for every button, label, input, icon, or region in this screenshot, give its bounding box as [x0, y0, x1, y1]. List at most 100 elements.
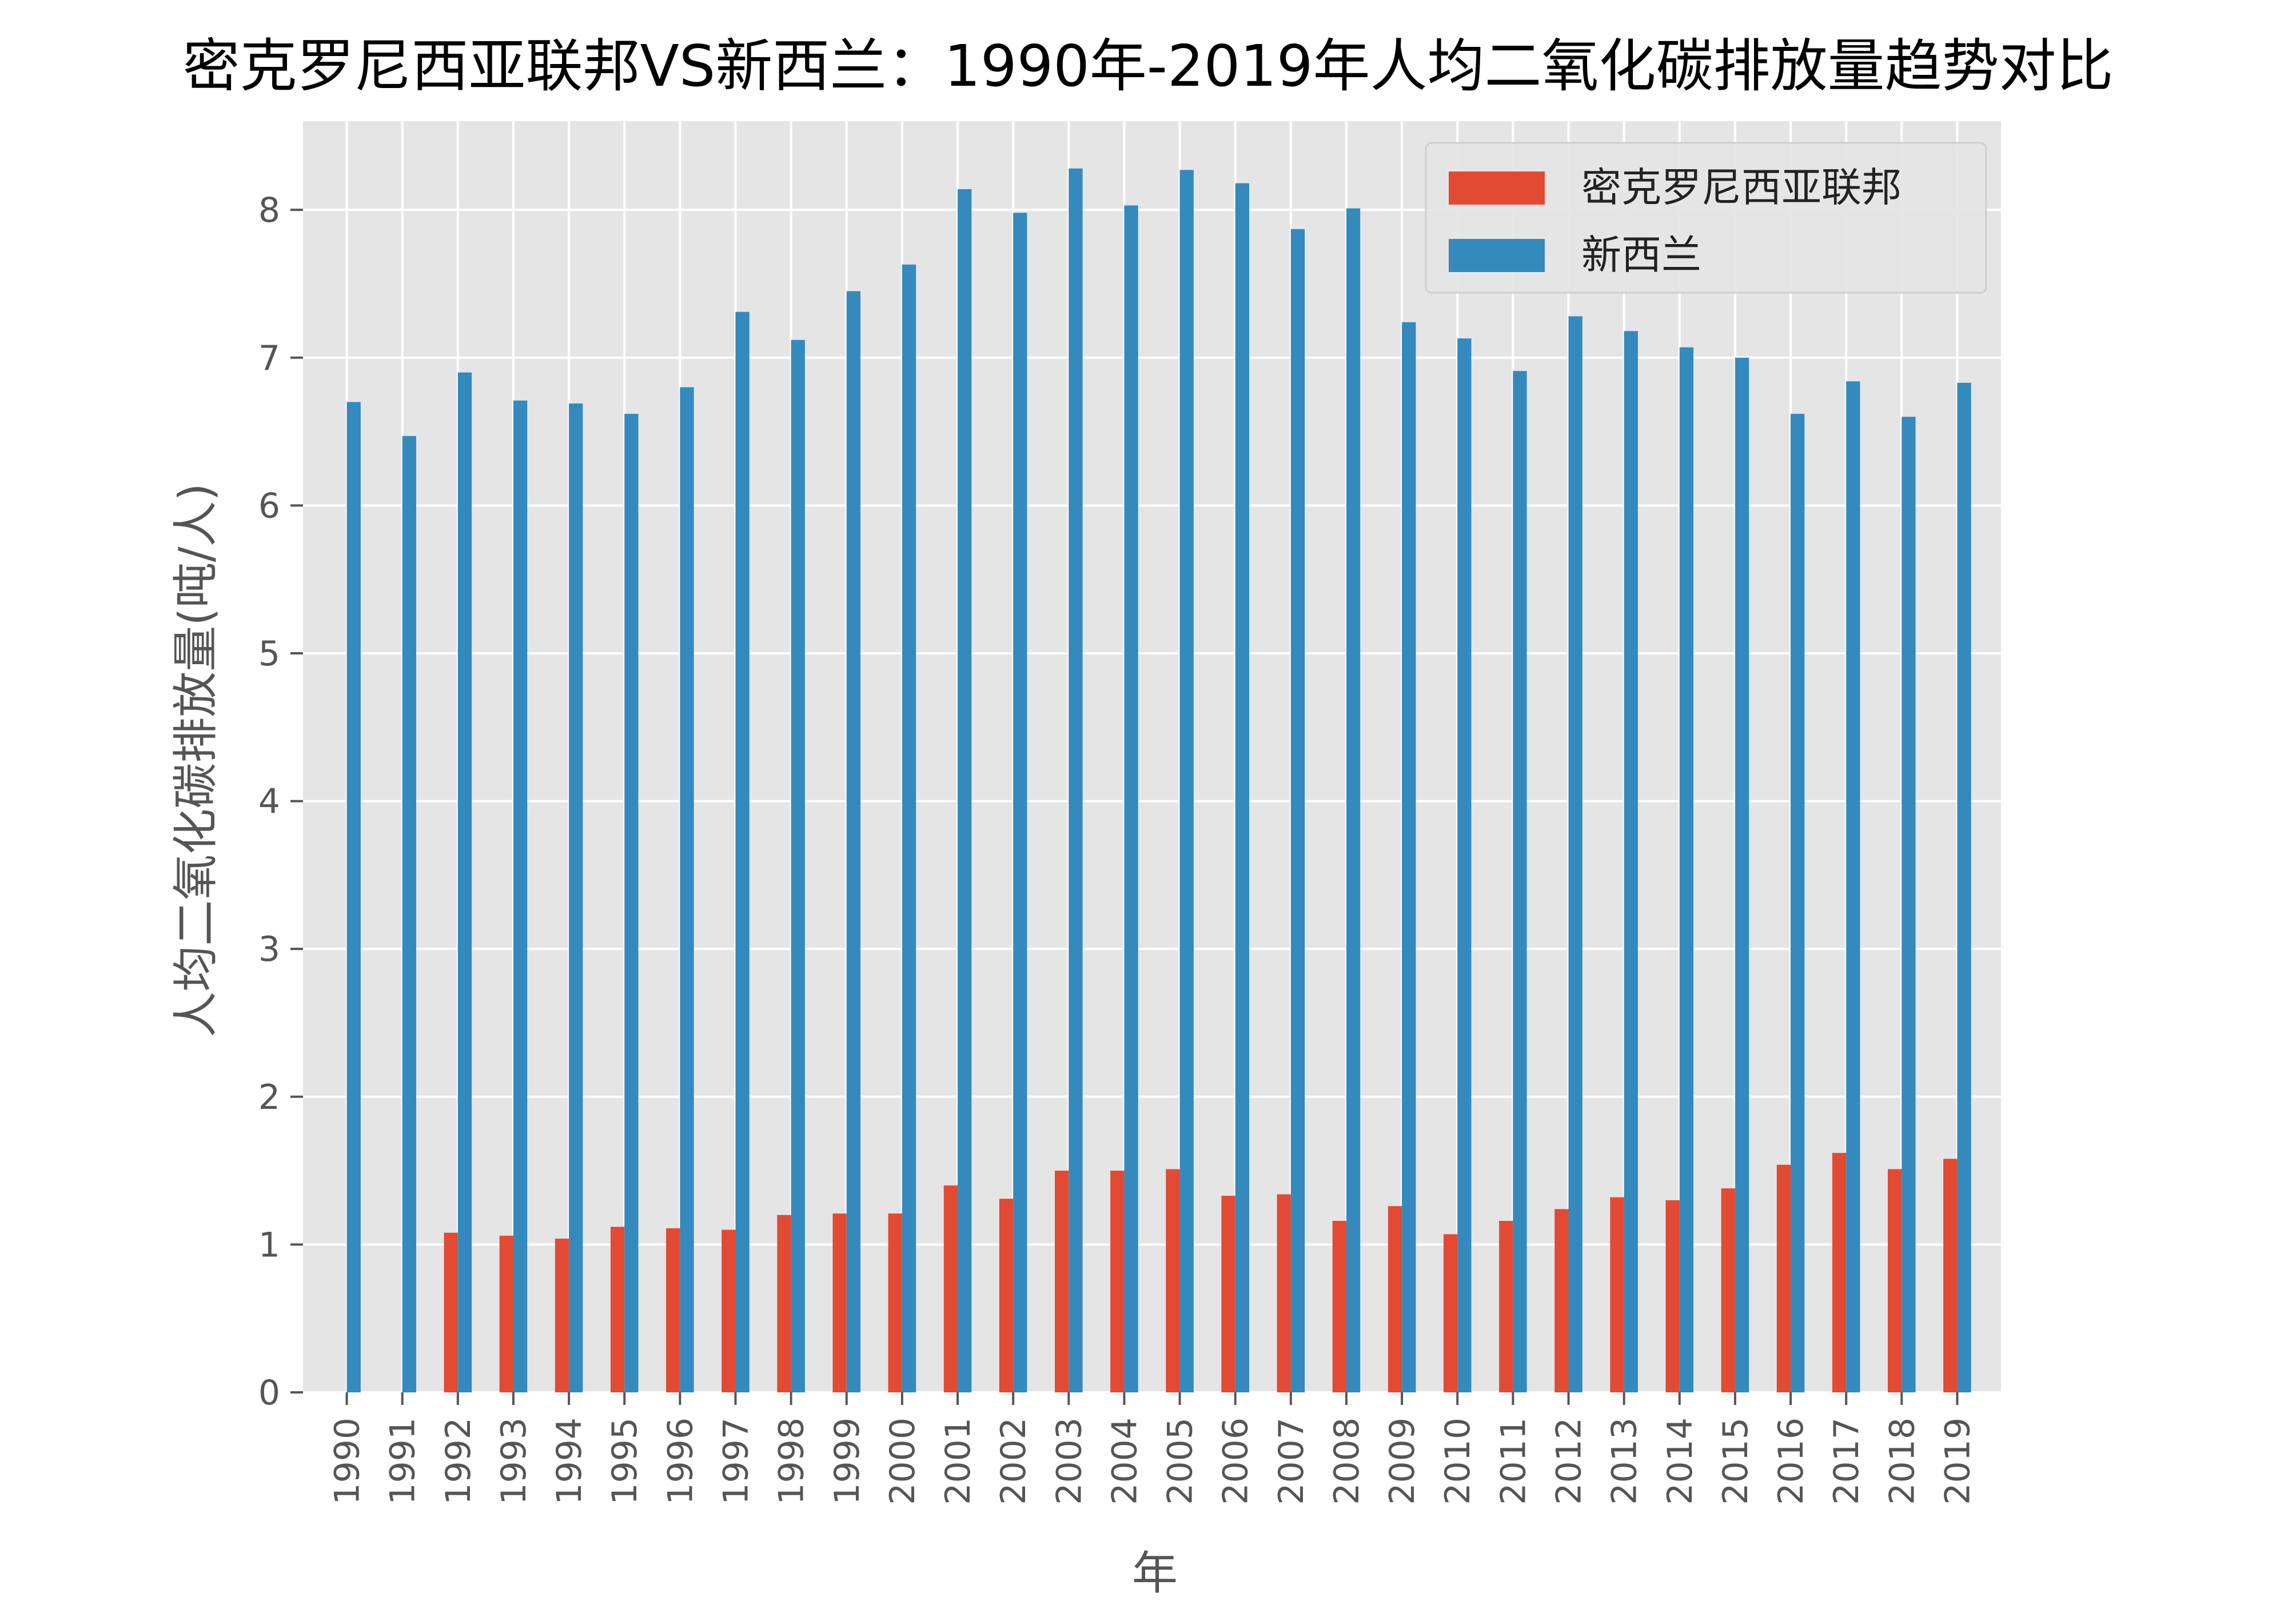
y-tick-label: 4 — [258, 782, 280, 822]
y-tick-label: 6 — [258, 486, 280, 526]
bar-micronesia-2011 — [1499, 1221, 1513, 1392]
x-tick-label: 2016 — [1771, 1418, 1811, 1505]
bar-micronesia-2019 — [1943, 1159, 1958, 1392]
x-tick-label: 2011 — [1493, 1418, 1533, 1505]
bar-new-zealand-1993 — [513, 400, 528, 1392]
y-tick-label: 7 — [258, 338, 280, 378]
x-tick-label: 2014 — [1660, 1418, 1700, 1505]
bar-new-zealand-1998 — [791, 340, 805, 1392]
bar-micronesia-1992 — [444, 1232, 458, 1392]
bar-micronesia-2004 — [1110, 1171, 1125, 1392]
bar-micronesia-1997 — [722, 1229, 736, 1392]
bar-new-zealand-2014 — [1679, 347, 1694, 1393]
legend-label: 密克罗尼西亚联邦 — [1581, 164, 1902, 211]
bar-new-zealand-2015 — [1735, 357, 1749, 1392]
y-tick-label: 8 — [258, 190, 280, 230]
bar-new-zealand-2013 — [1624, 331, 1638, 1392]
bar-new-zealand-2010 — [1457, 338, 1472, 1392]
y-tick-label: 5 — [258, 634, 280, 674]
bar-micronesia-2003 — [1055, 1171, 1069, 1392]
plot-area: 0 1 2 3 4 5 6 7 8 1990 1991 1992 1993 1994 1995 1996 199… — [258, 121, 2001, 1505]
bar-micronesia-1994 — [555, 1239, 569, 1392]
x-tick-label: 2018 — [1882, 1418, 1922, 1505]
bar-new-zealand-1995 — [624, 414, 639, 1392]
x-tick-label: 1990 — [328, 1418, 368, 1505]
bar-micronesia-2016 — [1776, 1164, 1791, 1392]
bar-new-zealand-2002 — [1013, 213, 1027, 1392]
bar-new-zealand-2011 — [1513, 371, 1527, 1392]
bar-micronesia-1998 — [777, 1215, 791, 1392]
bar-new-zealand-2008 — [1346, 208, 1361, 1393]
x-tick-label: 1996 — [660, 1418, 700, 1505]
bar-micronesia-2015 — [1721, 1188, 1735, 1392]
bar-micronesia-2013 — [1610, 1197, 1624, 1392]
legend-swatch — [1449, 239, 1545, 272]
plot-background — [303, 121, 2001, 1392]
bar-new-zealand-1994 — [569, 403, 583, 1393]
bar-micronesia-2018 — [1888, 1169, 1902, 1392]
x-tick-label: 2005 — [1161, 1418, 1201, 1505]
bar-new-zealand-2005 — [1179, 170, 1194, 1392]
bar-micronesia-2017 — [1832, 1153, 1847, 1392]
bar-new-zealand-1991 — [402, 436, 416, 1392]
x-tick-label: 1999 — [827, 1418, 867, 1505]
bar-micronesia-2000 — [888, 1213, 902, 1392]
x-tick-label: 2019 — [1938, 1418, 1978, 1505]
x-tick-label: 2015 — [1716, 1418, 1756, 1505]
bar-new-zealand-2012 — [1568, 316, 1583, 1392]
bar-micronesia-2006 — [1221, 1196, 1235, 1392]
bar-micronesia-2008 — [1332, 1221, 1346, 1392]
y-tick-label: 1 — [258, 1225, 280, 1265]
bar-micronesia-2010 — [1443, 1234, 1458, 1392]
x-tick-label: 2006 — [1216, 1418, 1256, 1505]
bar-new-zealand-1992 — [457, 372, 472, 1392]
bar-new-zealand-1997 — [735, 312, 750, 1392]
x-tick-label: 2001 — [938, 1418, 978, 1505]
x-axis-label: 年 — [1132, 1547, 1178, 1600]
bar-micronesia-2005 — [1166, 1169, 1180, 1392]
legend-box — [1425, 142, 1987, 294]
bar-new-zealand-2004 — [1124, 205, 1138, 1392]
x-tick-label: 2000 — [883, 1418, 923, 1505]
chart-title: 密克罗尼西亚联邦VS新西兰：1990年-2019年人均二氧化碳排放量趋势对比 — [183, 33, 2114, 99]
x-tick-label: 2017 — [1827, 1418, 1867, 1505]
bar-new-zealand-2006 — [1235, 183, 1249, 1392]
bar-new-zealand-1996 — [680, 387, 694, 1393]
bar-micronesia-1995 — [610, 1227, 625, 1392]
bar-micronesia-2014 — [1665, 1200, 1680, 1392]
bar-new-zealand-2007 — [1290, 229, 1305, 1393]
bar-new-zealand-2009 — [1402, 322, 1416, 1392]
bar-micronesia-2009 — [1388, 1206, 1402, 1392]
x-tick-label: 2007 — [1271, 1418, 1312, 1505]
y-axis-label: 人均二氧化碳排放量(吨/人) — [169, 483, 222, 1037]
x-tick-label: 2012 — [1549, 1418, 1589, 1505]
x-tick-label: 1998 — [772, 1418, 812, 1505]
bar-micronesia-2012 — [1554, 1209, 1569, 1392]
bar-new-zealand-1999 — [846, 291, 861, 1392]
y-tick-label: 2 — [258, 1077, 280, 1117]
bar-micronesia-1993 — [499, 1235, 513, 1392]
y-tick-label: 3 — [258, 929, 280, 969]
bar-new-zealand-2016 — [1791, 414, 1805, 1392]
x-tick-label: 2003 — [1049, 1418, 1089, 1505]
bar-new-zealand-2019 — [1957, 382, 1971, 1392]
bar-micronesia-2002 — [999, 1199, 1014, 1392]
bar-new-zealand-2000 — [902, 264, 916, 1393]
x-tick-label: 2013 — [1605, 1418, 1645, 1505]
x-tick-label: 1995 — [605, 1418, 645, 1505]
bar-new-zealand-1990 — [346, 402, 361, 1392]
x-tick-label: 1993 — [494, 1418, 534, 1505]
y-tick-label: 0 — [258, 1373, 280, 1413]
bar-new-zealand-2018 — [1902, 417, 1916, 1393]
bar-new-zealand-2003 — [1069, 168, 1083, 1393]
bar-micronesia-2001 — [943, 1185, 958, 1392]
x-tick-label: 2008 — [1327, 1418, 1367, 1505]
x-tick-label: 1994 — [549, 1418, 589, 1505]
x-tick-label: 2002 — [994, 1418, 1034, 1505]
legend-swatch — [1449, 171, 1545, 205]
x-tick-label: 2009 — [1382, 1418, 1422, 1505]
bar-new-zealand-2017 — [1846, 381, 1860, 1392]
